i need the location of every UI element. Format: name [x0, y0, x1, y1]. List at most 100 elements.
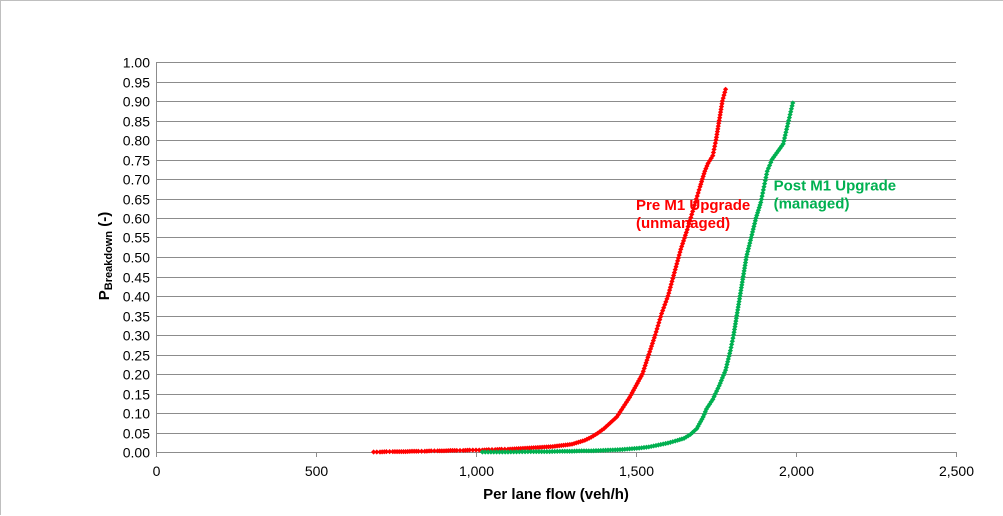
data-point [696, 421, 702, 427]
data-point [719, 375, 725, 381]
data-point [721, 370, 728, 376]
data-point [496, 449, 503, 455]
annotations: Pre M1 Upgrade(unmanaged) Post M1 Upgrade… [636, 178, 896, 233]
data-point [651, 443, 657, 449]
data-point [511, 449, 517, 455]
data-point [663, 299, 669, 305]
data-point [741, 265, 748, 271]
data-point [454, 447, 460, 454]
data-point [733, 315, 739, 321]
data-point [654, 326, 660, 332]
data-point [650, 337, 656, 344]
data-point [742, 259, 749, 266]
data-point [760, 187, 766, 193]
data-point [499, 449, 505, 455]
data-point [419, 448, 425, 454]
data-point [675, 258, 681, 264]
y-tick-label: 0.50 [123, 250, 150, 266]
data-point [714, 388, 720, 394]
data-point [728, 344, 734, 351]
data-point [679, 436, 685, 442]
data-point [642, 363, 648, 369]
data-point [670, 275, 676, 282]
data-point [731, 332, 737, 338]
data-point [597, 429, 603, 435]
y-axis-title-sub: Breakdown [103, 231, 115, 291]
series-annotation-title: Post M1 Upgrade [774, 178, 897, 195]
data-point [736, 296, 743, 302]
data-point [547, 449, 553, 455]
data-point [712, 143, 718, 149]
data-point [615, 411, 621, 418]
data-point [710, 396, 716, 402]
data-point [536, 449, 542, 455]
y-axis-title-main: P [96, 290, 113, 300]
data-point [577, 439, 584, 445]
y-tick-label: 0.05 [123, 426, 150, 442]
data-point [707, 401, 713, 407]
data-point [374, 449, 380, 455]
data-point [655, 442, 661, 448]
x-tick-label: 1,000 [459, 463, 494, 479]
data-point [612, 416, 618, 422]
x-tick-label: 1,500 [619, 463, 654, 479]
data-point [662, 302, 668, 308]
data-point [698, 181, 704, 187]
data-point [625, 397, 631, 403]
data-point [682, 232, 688, 238]
data-point [549, 448, 555, 455]
data-point [582, 437, 588, 443]
data-point [479, 449, 485, 455]
data-point [722, 89, 728, 95]
data-point [623, 399, 629, 405]
data-point [727, 348, 733, 354]
y-tick-label: 0.30 [123, 328, 150, 344]
data-point [738, 285, 744, 291]
data-point [653, 329, 659, 335]
data-point [491, 449, 497, 455]
data-point [712, 140, 718, 146]
data-point [640, 368, 646, 374]
data-point [726, 353, 732, 359]
data-point [742, 262, 748, 268]
data-point [718, 103, 725, 110]
data-point [656, 320, 662, 326]
data-point [758, 199, 764, 205]
y-tick-label: 0.25 [123, 348, 150, 364]
data-point [689, 429, 696, 436]
data-point [718, 377, 724, 384]
data-point [513, 449, 520, 455]
data-point [525, 449, 531, 455]
data-point [584, 436, 590, 442]
series-annotation-subtitle: (unmanaged) [636, 215, 730, 232]
data-point [387, 449, 393, 455]
axes: 0.00 0.05 0.10 0.15 0.20 0.25 0.30 0.35 0.40 0.45… [123, 55, 974, 480]
data-point [661, 305, 667, 311]
data-point [485, 449, 491, 455]
data-point [599, 427, 605, 433]
data-point [732, 324, 738, 330]
data-point [735, 304, 741, 310]
y-tick-label: 0.60 [123, 211, 150, 227]
series-annotation-subtitle: (managed) [774, 196, 850, 213]
data-point [787, 112, 793, 118]
data-point [699, 179, 705, 185]
data-point [658, 314, 664, 320]
data-point [552, 448, 558, 455]
y-tick-label: 0.20 [123, 367, 150, 383]
data-point [643, 360, 649, 366]
data-point [727, 350, 733, 356]
data-point [667, 439, 673, 445]
data-point [667, 287, 673, 293]
data-point [717, 109, 724, 115]
data-point [781, 135, 788, 141]
data-point [473, 447, 479, 453]
data-point [457, 447, 463, 454]
x-tick-label: 0 [153, 463, 161, 479]
data-point [717, 112, 723, 118]
y-tick-label: 0.95 [123, 75, 150, 91]
data-point [789, 103, 795, 109]
data-point [774, 150, 780, 156]
data-point [674, 261, 680, 267]
data-point [685, 224, 691, 230]
